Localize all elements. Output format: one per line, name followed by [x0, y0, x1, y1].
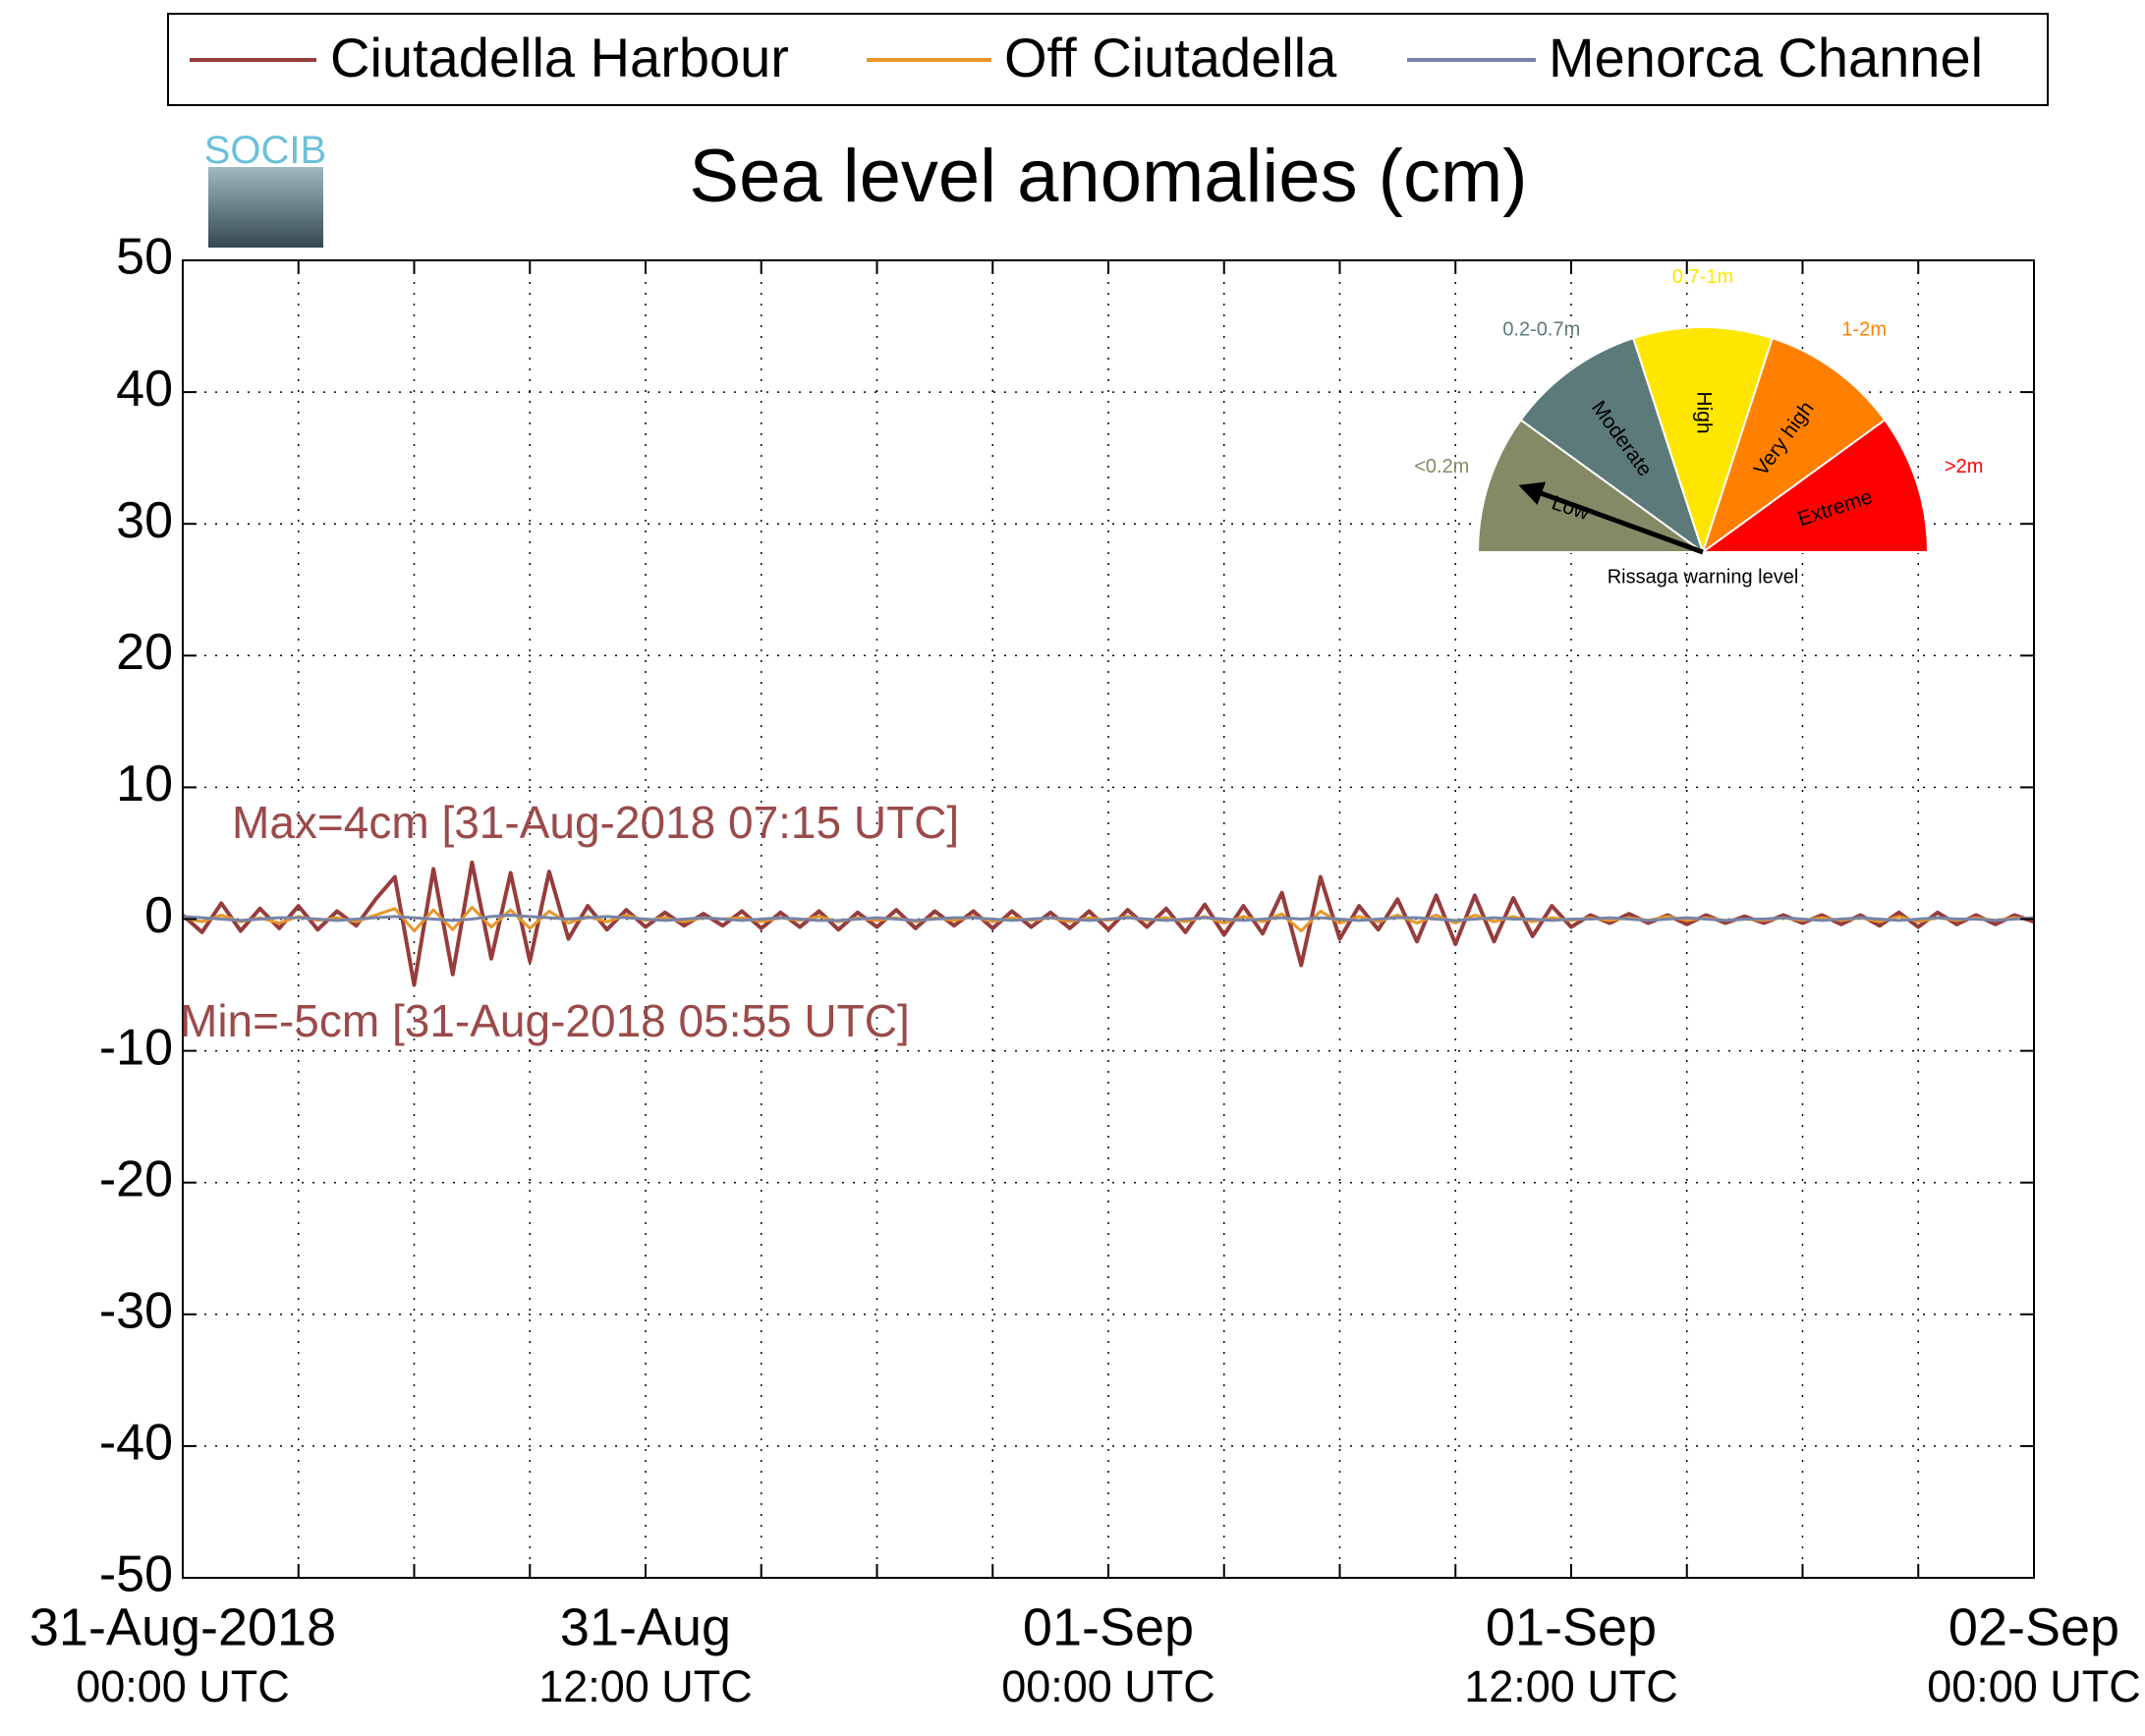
x-tick-label: 02-Sep — [1948, 1597, 2119, 1656]
gauge-sector — [1631, 326, 1775, 556]
y-tick-label: 30 — [116, 492, 173, 549]
gauge-needle — [1518, 481, 1704, 555]
y-tick-label: 40 — [116, 361, 173, 418]
chart-title: Sea level anomalies (cm) — [689, 135, 1527, 218]
y-tick-label: -10 — [99, 1019, 173, 1076]
y-tick-label: -40 — [99, 1415, 173, 1472]
legend: Ciutadella Harbour Off Ciutadella Menorca … — [190, 27, 1983, 88]
gauge-sector — [1699, 419, 1930, 553]
gauge-sector — [1519, 336, 1705, 555]
x-tick-label: 31-Aug — [560, 1597, 731, 1656]
gauge-range: >2m — [1945, 456, 1983, 477]
x-tick-label: 00:00 UTC — [1001, 1661, 1215, 1711]
x-tick-label: 01-Sep — [1486, 1597, 1657, 1656]
x-tick-label: 12:00 UTC — [1464, 1661, 1678, 1711]
logo-box — [208, 167, 323, 248]
legend-label: Off Ciutadella — [1004, 27, 1337, 88]
x-tick-label: 12:00 UTC — [538, 1661, 753, 1711]
gauge-range: <0.2m — [1414, 456, 1469, 477]
min-annotation: Min=-5cm [31-Aug-2018 05:55 UTC] — [180, 995, 910, 1046]
y-tick-label: 10 — [116, 756, 173, 812]
x-tick-label: 00:00 UTC — [1927, 1661, 2141, 1711]
legend-label: Ciutadella Harbour — [330, 27, 789, 88]
gauge-range: 1-2m — [1841, 318, 1887, 340]
x-tick-label: 00:00 UTC — [76, 1661, 290, 1711]
axes: -50-40-30-20-100102030405031-Aug-201800:… — [29, 229, 2141, 1711]
y-tick-label: 0 — [144, 887, 173, 944]
legend-label: Menorca Channel — [1549, 27, 1983, 88]
max-annotation: Max=4cm [31-Aug-2018 07:15 UTC] — [232, 797, 959, 848]
logo-text: SOCIB — [204, 129, 326, 172]
gauge-range: 0.7-1m — [1672, 266, 1733, 288]
legend-box — [167, 13, 2049, 106]
y-tick-label: -50 — [99, 1546, 173, 1603]
y-tick-label: -20 — [99, 1150, 173, 1207]
y-tick-label: -30 — [99, 1283, 173, 1340]
series-line — [182, 913, 2035, 923]
gauge-range: 0.2-0.7m — [1502, 318, 1580, 340]
gauge-level-name: High — [1692, 391, 1715, 433]
gauge-title: Rissaga warning level — [1608, 566, 1799, 588]
y-tick-label: 20 — [116, 624, 173, 681]
gauge-sector — [1476, 419, 1707, 553]
lines — [181, 860, 2035, 987]
gauge-sector — [1701, 336, 1887, 555]
x-tick-label: 01-Sep — [1023, 1597, 1194, 1656]
series-line — [181, 860, 2035, 987]
gauge: <0.2mLow0.2-0.7mModerate0.7-1mHigh1-2mVe… — [1414, 266, 1983, 588]
x-tick-label: 31-Aug-2018 — [29, 1597, 336, 1656]
y-tick-label: 50 — [116, 229, 173, 286]
